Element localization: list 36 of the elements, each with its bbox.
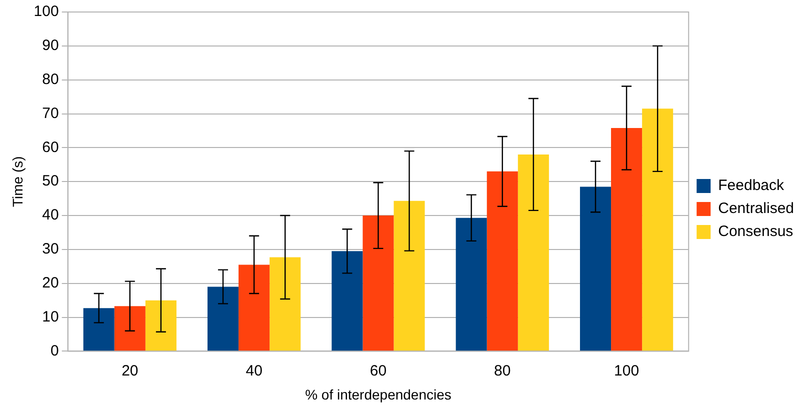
bar [486, 171, 518, 351]
bar [208, 286, 239, 351]
y-tick-label: 70 [42, 104, 59, 122]
y-tick-label: 20 [42, 274, 59, 292]
bar [238, 264, 270, 351]
bar [394, 200, 425, 351]
y-tick-label: 60 [42, 138, 59, 156]
y-tick-label: 40 [42, 206, 59, 224]
x-tick-label: 100 [614, 362, 640, 380]
bar [518, 154, 549, 351]
bar [332, 251, 363, 351]
bar [362, 216, 394, 351]
y-tick-label: 80 [42, 70, 59, 88]
y-tick-label: 50 [42, 172, 59, 190]
y-tick-label: 100 [34, 3, 59, 20]
y-tick-label: 10 [42, 308, 59, 326]
bar [456, 218, 487, 351]
x-tick-label: 40 [246, 362, 262, 380]
bar [642, 108, 674, 351]
bar [270, 257, 301, 351]
y-tick-label: 30 [42, 240, 59, 258]
x-tick-label: 60 [370, 362, 387, 380]
bar [83, 308, 114, 351]
x-tick-label: 20 [122, 362, 138, 380]
y-tick-label: 90 [42, 37, 59, 54]
y-tick-label: 0 [50, 342, 59, 360]
bar [611, 128, 642, 351]
bar [145, 300, 176, 351]
x-axis-title: % of interdependencies [305, 386, 452, 402]
legend-label: Consensus [718, 223, 794, 240]
legend-label: Centralised [718, 200, 794, 218]
bar [580, 186, 612, 351]
y-axis-title: Time (s) [9, 156, 26, 208]
x-tick-label: 80 [494, 362, 511, 380]
legend-label: Feedback [718, 177, 784, 194]
bar [114, 306, 146, 351]
